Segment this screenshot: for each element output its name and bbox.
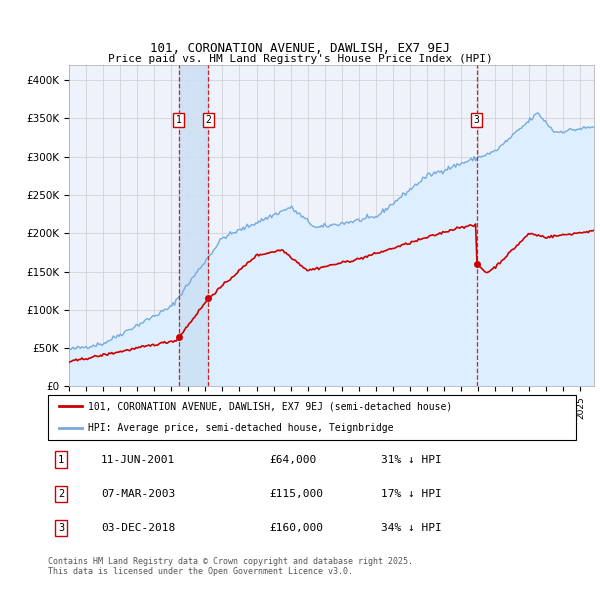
Text: 1: 1 — [176, 115, 182, 125]
Text: 17% ↓ HPI: 17% ↓ HPI — [380, 489, 442, 499]
Text: 101, CORONATION AVENUE, DAWLISH, EX7 9EJ: 101, CORONATION AVENUE, DAWLISH, EX7 9EJ — [150, 42, 450, 55]
Text: Price paid vs. HM Land Registry's House Price Index (HPI): Price paid vs. HM Land Registry's House … — [107, 54, 493, 64]
Text: Contains HM Land Registry data © Crown copyright and database right 2025.
This d: Contains HM Land Registry data © Crown c… — [48, 557, 413, 576]
Text: £115,000: £115,000 — [270, 489, 324, 499]
Text: 34% ↓ HPI: 34% ↓ HPI — [380, 523, 442, 533]
Text: 3: 3 — [58, 523, 64, 533]
Text: 07-MAR-2003: 07-MAR-2003 — [101, 489, 175, 499]
Text: 03-DEC-2018: 03-DEC-2018 — [101, 523, 175, 533]
Text: 3: 3 — [474, 115, 479, 125]
Text: HPI: Average price, semi-detached house, Teignbridge: HPI: Average price, semi-detached house,… — [88, 424, 393, 434]
Text: 11-JUN-2001: 11-JUN-2001 — [101, 455, 175, 464]
Text: £160,000: £160,000 — [270, 523, 324, 533]
Text: £64,000: £64,000 — [270, 455, 317, 464]
Text: 101, CORONATION AVENUE, DAWLISH, EX7 9EJ (semi-detached house): 101, CORONATION AVENUE, DAWLISH, EX7 9EJ… — [88, 401, 452, 411]
Text: 2: 2 — [205, 115, 211, 125]
Text: 31% ↓ HPI: 31% ↓ HPI — [380, 455, 442, 464]
Text: 1: 1 — [58, 455, 64, 464]
Text: 2: 2 — [58, 489, 64, 499]
Bar — [179, 65, 208, 386]
